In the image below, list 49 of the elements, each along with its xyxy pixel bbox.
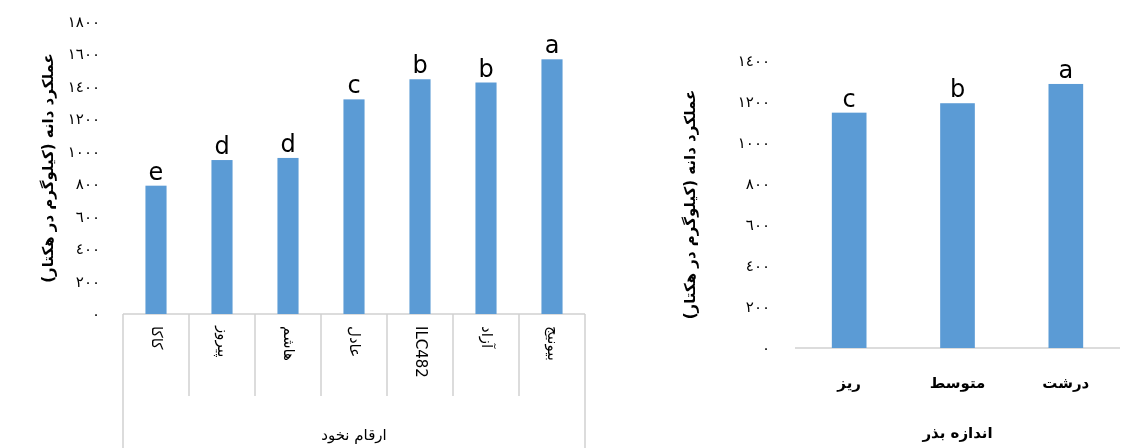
x-tick-label: بیونیج — [543, 326, 562, 361]
data-label: b — [949, 75, 966, 104]
y-tick-label: ٨٠٠ — [745, 175, 770, 193]
x-tick-label: هاشم — [279, 326, 298, 362]
x-tick-label: ILC482 — [411, 326, 430, 378]
bar — [277, 157, 299, 314]
y-tick-label: ١٤٠٠ — [737, 52, 770, 70]
x-tick-label: کاکا — [147, 326, 166, 351]
y-tick-label: ٦٠٠ — [75, 207, 100, 226]
y-tick-label: ٠ — [91, 305, 100, 323]
y-tick-label: ٠ — [761, 339, 770, 357]
bar — [541, 59, 563, 314]
y-tick-label: ٢٠٠ — [75, 272, 100, 291]
y-tick-label: ٨٠٠ — [75, 175, 100, 194]
y-tick-label: ١٨٠٠ — [67, 13, 100, 31]
data-label: a — [544, 31, 560, 60]
data-label: d — [280, 129, 296, 158]
y-tick-label: ١٦٠٠ — [67, 45, 100, 64]
x-axis-title: ارقام نخود — [321, 426, 387, 444]
bar — [145, 185, 167, 314]
data-label: c — [347, 71, 361, 100]
data-label: a — [1058, 55, 1074, 84]
data-label: b — [412, 51, 428, 80]
x-tick-label: عادل — [345, 326, 364, 358]
y-tick-label: ١٢٠٠ — [737, 93, 770, 111]
y-tick-label: ٤٠٠ — [75, 240, 100, 259]
y-tick-label: ١٤٠٠ — [67, 77, 100, 96]
bar — [211, 160, 233, 314]
y-tick-label: ١٠٠٠ — [737, 134, 770, 152]
data-label: c — [842, 84, 856, 113]
data-label: e — [148, 157, 164, 186]
x-axis-title: اندازه بذر — [921, 424, 993, 442]
y-axis-title: عملکرد دانه (کیلوگرم در هکتار) — [38, 53, 57, 283]
y-tick-label: ٢٠٠ — [745, 298, 770, 316]
data-label: b — [478, 54, 494, 83]
x-tick-label: آزاد — [477, 326, 496, 350]
y-tick-label: ٤٠٠ — [745, 257, 770, 275]
x-tick-label: متوسط — [929, 374, 986, 392]
x-tick-label: درشت — [1042, 374, 1090, 392]
x-tick-label: پیروز — [212, 325, 232, 358]
y-tick-label: ١٢٠٠ — [67, 110, 100, 129]
y-tick-label: ١٠٠٠ — [67, 142, 100, 161]
bar — [343, 99, 365, 314]
bar — [475, 82, 497, 314]
y-tick-label: ٦٠٠ — [745, 216, 770, 234]
x-tick-label: ریز — [836, 374, 861, 392]
bar — [409, 79, 431, 314]
data-label: d — [214, 132, 230, 161]
y-axis-title: عملکرد دانه (کیلوگرم در هکتار) — [680, 89, 699, 320]
